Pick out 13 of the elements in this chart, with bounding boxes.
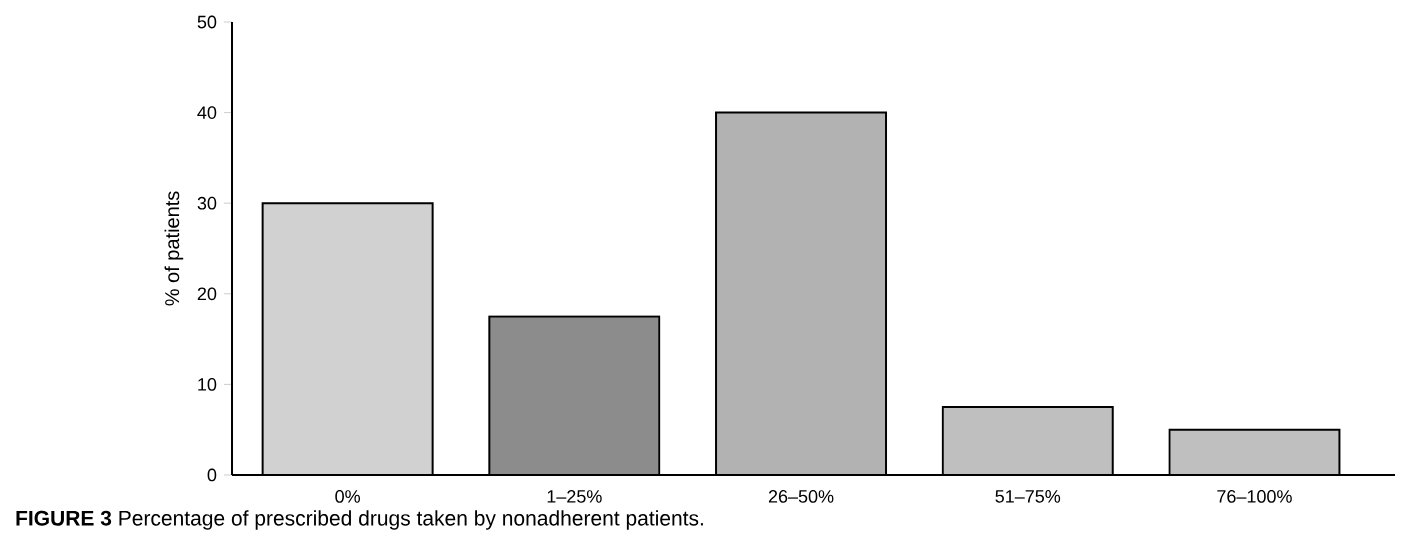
y-tick-label: 0 (207, 468, 217, 482)
y-tick-label: 40 (197, 106, 217, 119)
x-tick-label: 26–50% (768, 490, 834, 503)
y-axis-title: % of patients (164, 191, 184, 306)
x-tick-label: 76–100% (1217, 490, 1292, 503)
text: FIGURE 3 Percentage of prescribed drugs taken by nonadherent patients. (16, 510, 703, 530)
x-tick-label: 51–75% (995, 490, 1061, 503)
y-tick-label: 30 (197, 196, 217, 210)
y-tick-label: 10 (198, 378, 217, 391)
x-tick-label: 0% (335, 490, 360, 503)
y-tick-label: 50 (197, 15, 217, 29)
x-tick-label: 1–25% (547, 490, 602, 503)
y-tick-label: 20 (197, 287, 217, 301)
